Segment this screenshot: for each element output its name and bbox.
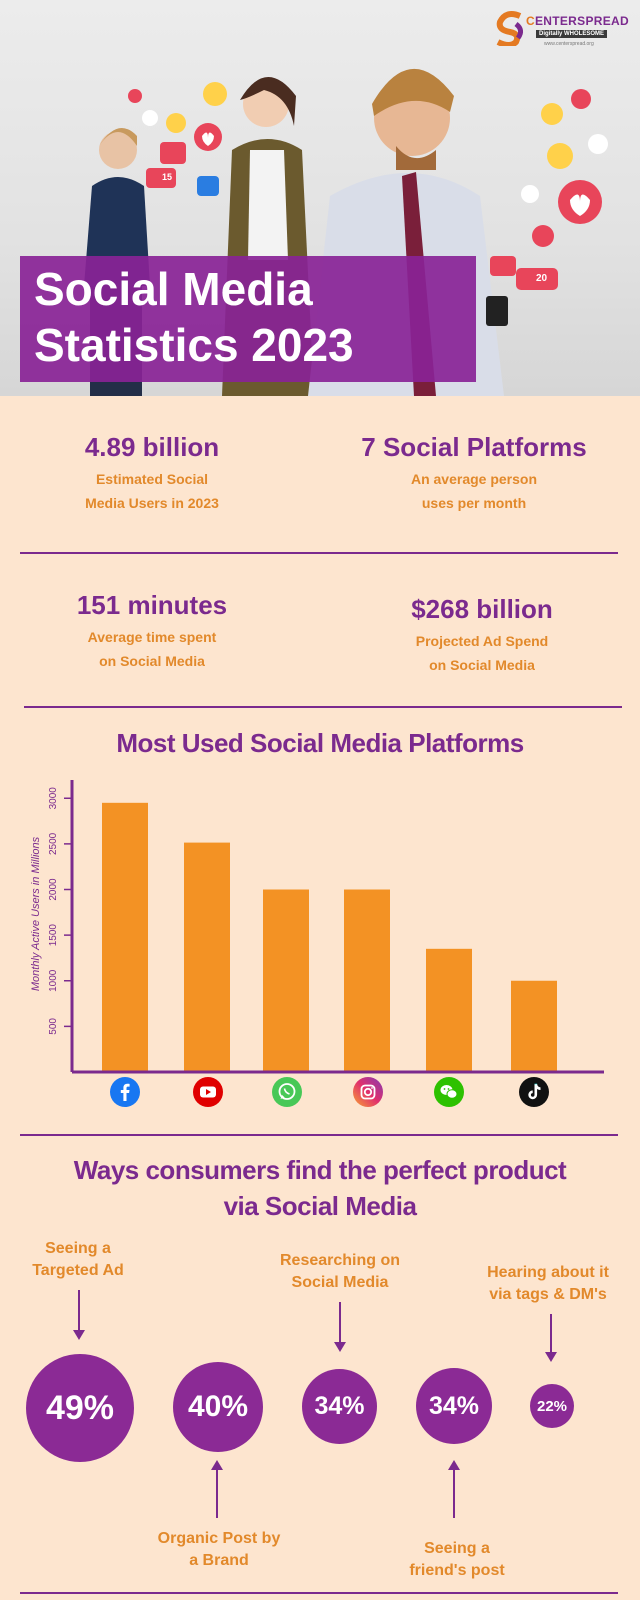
- ways-title-line1: Ways consumers find the perfect product: [73, 1155, 567, 1185]
- divider-1: [20, 552, 618, 554]
- stat-value: 4.89 billion: [84, 432, 220, 462]
- way-circle-22: 22%: [530, 1384, 574, 1428]
- chart-title: Most Used Social Media Platforms: [116, 728, 524, 758]
- stat-platforms: 7 Social Platforms An average person uses…: [334, 432, 614, 515]
- stat-value: $268 billion: [411, 594, 553, 624]
- hero-banner: 15 20 CENTERSPREAD Digitally WHOLESOME w…: [0, 0, 640, 396]
- way-circle-34b: 34%: [416, 1368, 492, 1444]
- ways-title-line2: via Social Media: [223, 1191, 417, 1221]
- y-tick-label: 1000: [48, 969, 59, 992]
- arrow-up-1: [211, 1460, 223, 1518]
- way-label-organic-post: Organic Post by a Brand: [157, 1530, 281, 1569]
- wechat-icon: [434, 1077, 464, 1107]
- stat-minutes: 151 minutes Average time spent on Social …: [12, 590, 292, 673]
- logo-name: CENTERSPREAD: [526, 14, 629, 28]
- divider-2: [24, 706, 622, 708]
- reaction-icons: [128, 82, 608, 290]
- logo-url: www.centerspread.org: [544, 41, 594, 47]
- way-label-tags-dms: Hearing about it via tags & DM's: [487, 1264, 609, 1303]
- y-tick-label: 1500: [48, 924, 59, 947]
- facebook-icon: [110, 1077, 140, 1107]
- stat-users: 4.89 billion Estimated Social Media Users…: [12, 432, 292, 515]
- bar-youtube: [184, 842, 230, 1071]
- hero-title-box: Social Media Statistics 2023: [20, 256, 476, 382]
- way-label-friends-post: Seeing a friend's post: [409, 1540, 505, 1579]
- logo-mark-icon: [496, 11, 524, 46]
- bar-tiktok: [511, 980, 557, 1071]
- bar-chart: 500 1000 1500 2000 2500 3000: [48, 780, 604, 1074]
- instagram-icon: [353, 1077, 383, 1107]
- arrow-up-2: [448, 1460, 460, 1518]
- logo-name-c: C: [526, 14, 535, 28]
- ways-title: Ways consumers find the perfect product …: [0, 1152, 640, 1224]
- bar-instagram: [344, 889, 390, 1071]
- way-label-researching: Researching on Social Media: [279, 1252, 401, 1291]
- stat-value: 7 Social Platforms: [361, 432, 587, 462]
- bar-facebook: [102, 802, 148, 1071]
- stat-ad-spend: $268 billion Projected Ad Spend on Social…: [342, 594, 622, 677]
- way-circle-40: 40%: [173, 1362, 263, 1452]
- divider-4: [20, 1592, 618, 1594]
- way-label-targeted-ad: Seeing a Targeted Ad: [32, 1240, 124, 1279]
- logo-tagline: Digitally WHOLESOME: [536, 30, 608, 38]
- hero-title-line2: Statistics 2023: [34, 319, 354, 371]
- arrow-down-3: [545, 1314, 557, 1364]
- stat-label: Average time spent on Social Media: [87, 629, 217, 669]
- centerspread-logo: CENTERSPREAD Digitally WHOLESOME www.cen…: [496, 10, 629, 52]
- reaction-count-15: 15: [162, 172, 173, 182]
- y-tick-label: 3000: [48, 787, 59, 810]
- arrow-down-2: [334, 1302, 346, 1354]
- y-tick-label: 2000: [48, 878, 59, 901]
- stat-label: An average person uses per month: [410, 471, 538, 511]
- way-circle-49: 49%: [26, 1354, 134, 1462]
- y-tick-label: 500: [48, 1018, 59, 1035]
- logo-name-rest: ENTERSPREAD: [534, 14, 629, 28]
- y-tick-label: 2500: [48, 832, 59, 855]
- divider-3: [20, 1134, 618, 1136]
- youtube-icon: [193, 1077, 223, 1107]
- stat-label: Projected Ad Spend on Social Media: [415, 633, 549, 673]
- tiktok-icon: [519, 1077, 549, 1107]
- bar-wechat: [426, 948, 472, 1071]
- whatsapp-icon: [272, 1077, 302, 1107]
- stat-label: Estimated Social Media Users in 2023: [85, 471, 219, 511]
- arrow-down-1: [73, 1290, 85, 1342]
- reaction-count-20: 20: [536, 273, 548, 284]
- way-circle-34a: 34%: [302, 1369, 377, 1444]
- bar-whatsapp: [263, 889, 309, 1071]
- hero-title-line1: Social Media: [34, 263, 313, 315]
- stat-value: 151 minutes: [76, 590, 228, 620]
